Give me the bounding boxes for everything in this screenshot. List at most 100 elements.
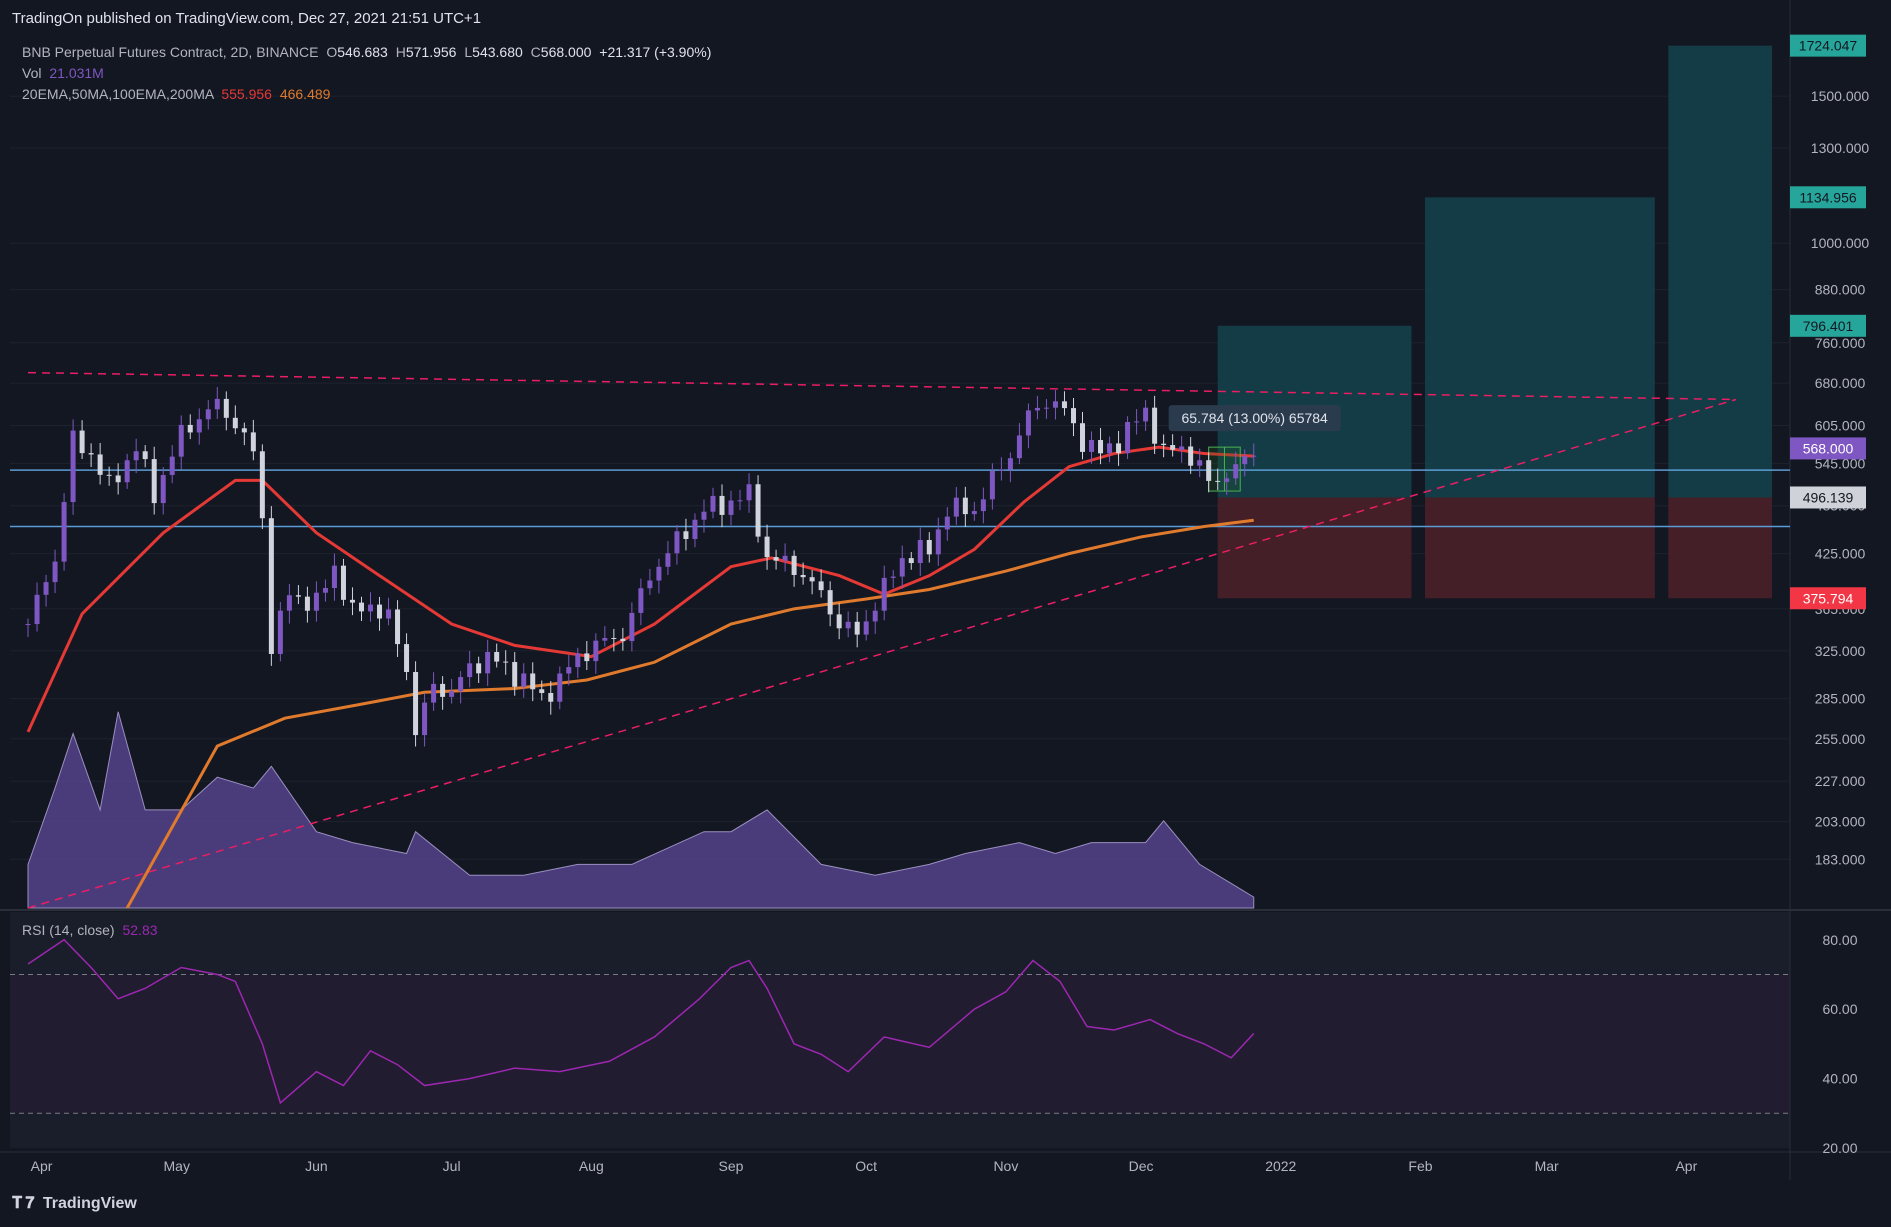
candle-body	[746, 484, 752, 501]
candle-body	[458, 677, 464, 692]
candle-body	[1179, 446, 1185, 450]
candle	[313, 581, 319, 622]
candle-body	[971, 511, 977, 515]
candle-body	[908, 558, 914, 564]
candle-body	[647, 580, 653, 589]
candle	[647, 568, 653, 595]
candle	[1052, 390, 1058, 420]
candle-body	[485, 651, 491, 674]
candle	[196, 408, 202, 445]
candle-body	[250, 432, 256, 452]
symbol-name[interactable]: BNB Perpetual Futures Contract, 2D, BINA…	[22, 44, 319, 60]
candle-body	[1061, 401, 1067, 409]
candle-body	[1107, 443, 1113, 454]
candle	[232, 405, 238, 435]
price-tick: 1500.000	[1811, 88, 1870, 104]
candle	[602, 626, 608, 647]
candle	[845, 611, 851, 638]
candle-body	[205, 409, 211, 420]
candle	[422, 693, 428, 747]
rsi-tick: 20.00	[1822, 1140, 1857, 1156]
candle	[566, 654, 572, 686]
candle	[917, 527, 923, 576]
candle-body	[1080, 423, 1086, 452]
candle	[413, 661, 419, 747]
candle-body	[989, 470, 995, 500]
candle	[980, 487, 986, 524]
candle-body	[764, 536, 770, 558]
candle	[1233, 451, 1239, 485]
high-value: 571.956	[405, 44, 457, 60]
ma-label: 20EMA,50MA,100EMA,200MA	[22, 86, 214, 102]
candle	[304, 586, 310, 623]
price-labels: 1724.047 1134.956 796.401 568.000 496.139 375…	[1790, 34, 1866, 610]
volume-legend[interactable]: Vol 21.031M	[22, 65, 104, 81]
candle-body	[115, 475, 121, 483]
candle-body	[917, 539, 923, 564]
candle	[1025, 403, 1031, 449]
candle	[43, 574, 49, 607]
candle	[575, 647, 581, 678]
candle-body	[1007, 458, 1013, 470]
candle	[1197, 448, 1203, 478]
time-tick: Mar	[1535, 1158, 1559, 1174]
candle	[1080, 411, 1086, 460]
candle-body	[449, 691, 455, 697]
candle	[358, 596, 364, 622]
time-tick: Feb	[1408, 1158, 1432, 1174]
candle-body	[440, 683, 446, 697]
time-tick: May	[164, 1158, 190, 1174]
rsi-legend[interactable]: RSI (14, close) 52.83	[22, 922, 158, 938]
time-tick: Oct	[855, 1158, 877, 1174]
candle-body	[304, 596, 310, 611]
price-label: 796.401	[1803, 318, 1854, 334]
candle	[521, 663, 527, 698]
price-label-bg-3	[1790, 437, 1866, 460]
candle	[124, 453, 130, 489]
price-tick: 1300.000	[1811, 140, 1870, 156]
candles[interactable]	[25, 387, 1257, 747]
candle	[61, 493, 67, 571]
price-tick: 203.000	[1815, 814, 1866, 830]
time-tick: Sep	[719, 1158, 744, 1174]
position-boxes[interactable]	[1217, 45, 1772, 599]
change-value: +21.317 (+3.90%)	[599, 44, 712, 60]
candle	[214, 387, 220, 419]
candle	[458, 671, 464, 704]
candle-body	[521, 673, 527, 687]
candle	[241, 422, 247, 446]
candle	[656, 558, 662, 594]
candle	[70, 419, 76, 515]
tradingview-footer[interactable]: 𝐓 𝟕 TradingView	[12, 1195, 137, 1213]
candle-body	[710, 495, 716, 512]
candle-body	[79, 430, 85, 454]
price-label: 375.794	[1803, 590, 1854, 606]
price-tick: 880.000	[1815, 282, 1866, 298]
trendline-1	[27, 398, 1737, 909]
candle-body	[1089, 440, 1095, 452]
candle-body	[1251, 455, 1257, 457]
candle	[548, 680, 554, 715]
candle-body	[422, 702, 428, 736]
candle-body	[340, 565, 346, 600]
tradingview-logo-icon: 𝐓 𝟕	[12, 1195, 35, 1212]
candle	[728, 490, 734, 526]
candle	[467, 650, 473, 688]
candle-body	[1143, 407, 1149, 422]
candle	[692, 513, 698, 548]
price-tick: 183.000	[1815, 851, 1866, 867]
candle-body	[1170, 445, 1176, 450]
volume-value: 21.031M	[49, 65, 104, 81]
candle-body	[899, 558, 905, 577]
ma-legend[interactable]: 20EMA,50MA,100EMA,200MA 555.956 466.489	[22, 86, 330, 102]
candle	[340, 558, 346, 606]
volume-area	[28, 711, 1254, 908]
candle-body	[395, 609, 401, 645]
candle-body	[782, 555, 788, 561]
candle-body	[232, 417, 238, 429]
candle	[683, 518, 689, 551]
candle	[106, 466, 112, 486]
candle	[719, 484, 725, 528]
candle-body	[386, 609, 392, 619]
